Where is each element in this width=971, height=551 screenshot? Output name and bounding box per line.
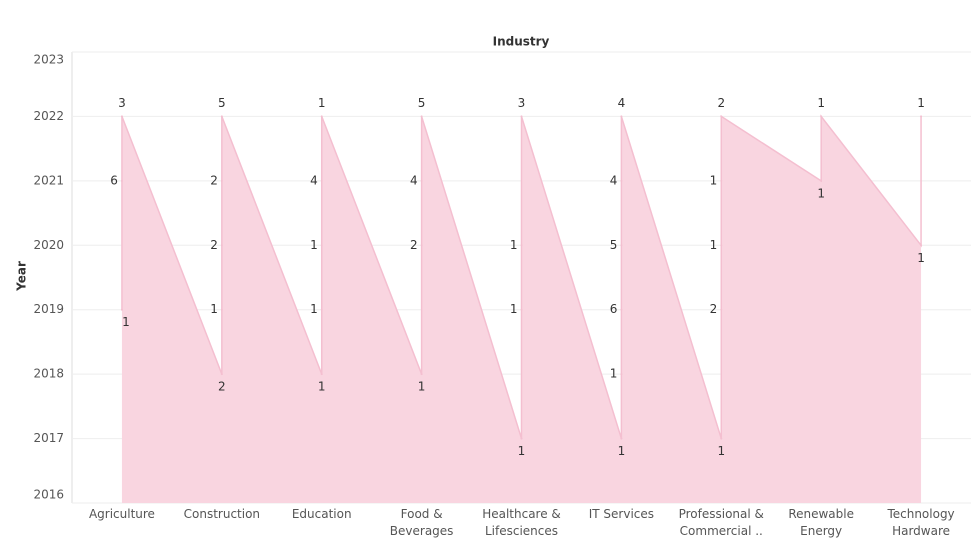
point	[720, 308, 723, 311]
point	[520, 244, 523, 247]
point	[220, 308, 223, 311]
data-label: 1	[518, 444, 526, 458]
y-tick-label: 2021	[33, 173, 64, 187]
point	[220, 244, 223, 247]
data-label: 1	[618, 444, 626, 458]
data-label: 1	[310, 302, 318, 316]
data-label: 1	[122, 315, 130, 329]
point	[620, 437, 623, 440]
y-tick-label: 2016	[33, 488, 64, 502]
point	[320, 115, 323, 118]
data-label: 4	[310, 173, 318, 187]
data-label: 2	[717, 96, 725, 110]
y-tick-label: 2017	[33, 431, 64, 445]
data-label: 4	[410, 173, 418, 187]
x-tick-label: Agriculture	[88, 507, 155, 521]
x-tick-label: Construction	[183, 507, 261, 521]
point	[520, 437, 523, 440]
point	[720, 244, 723, 247]
data-label: 3	[518, 96, 526, 110]
data-label: 4	[610, 173, 618, 187]
data-label: 1	[917, 96, 925, 110]
data-label: 2	[410, 238, 418, 252]
x-tick-label: Food & Beverages	[389, 507, 454, 538]
point	[320, 179, 323, 182]
data-label: 2	[710, 302, 718, 316]
data-label: 1	[510, 302, 518, 316]
data-label: 1	[917, 251, 925, 265]
point	[920, 115, 923, 118]
point	[320, 244, 323, 247]
point	[220, 179, 223, 182]
point	[120, 179, 123, 182]
point	[720, 437, 723, 440]
point	[920, 244, 923, 247]
point	[520, 115, 523, 118]
point	[820, 115, 823, 118]
point	[620, 115, 623, 118]
point	[420, 373, 423, 376]
data-label: 1	[610, 367, 618, 381]
point	[720, 115, 723, 118]
y-tick-label: 2022	[33, 109, 64, 123]
data-label: 6	[610, 302, 618, 316]
data-label: 1	[318, 380, 326, 394]
point	[220, 115, 223, 118]
data-label: 3	[118, 96, 126, 110]
point	[520, 308, 523, 311]
data-label: 1	[817, 96, 825, 110]
data-label: 5	[418, 96, 426, 110]
x-tick-label: Technology Hardware	[887, 507, 955, 538]
point	[720, 179, 723, 182]
data-label: 1	[210, 302, 218, 316]
point	[620, 179, 623, 182]
data-label: 1	[318, 96, 326, 110]
y-axis-label: Year	[15, 261, 29, 292]
data-label: 6	[110, 173, 118, 187]
data-label: 5	[610, 238, 618, 252]
point	[120, 308, 123, 311]
point	[220, 373, 223, 376]
y-tick-label: 2023	[33, 53, 64, 67]
data-label: 1	[817, 186, 825, 200]
data-label: 1	[717, 444, 725, 458]
data-label: 5	[218, 96, 226, 110]
x-tick-label: Renewable Energy	[788, 507, 854, 538]
data-label: 4	[618, 96, 626, 110]
x-tick-label: Education	[291, 507, 352, 521]
point	[420, 179, 423, 182]
point	[620, 373, 623, 376]
point	[320, 308, 323, 311]
point	[420, 244, 423, 247]
x-tick-label: IT Services	[588, 507, 655, 521]
data-label: 1	[418, 380, 426, 394]
x-tick-label: Professional & Commercial ..	[678, 507, 764, 538]
x-tick-label: Healthcare & Lifesciences	[482, 507, 561, 538]
data-label: 2	[210, 173, 218, 187]
data-label: 1	[510, 238, 518, 252]
data-label: 1	[710, 238, 718, 252]
y-tick-label: 2019	[33, 302, 64, 316]
point	[620, 308, 623, 311]
point	[320, 373, 323, 376]
point	[820, 179, 823, 182]
y-tick-label: 2020	[33, 238, 64, 252]
data-label: 1	[310, 238, 318, 252]
y-tick-label: 2018	[33, 367, 64, 381]
area-line	[121, 114, 922, 439]
point	[420, 115, 423, 118]
point	[120, 115, 123, 118]
point	[620, 244, 623, 247]
chart-title: Industry	[493, 35, 550, 49]
data-label: 1	[710, 173, 718, 187]
data-label: 2	[210, 238, 218, 252]
data-label: 2	[218, 380, 226, 394]
